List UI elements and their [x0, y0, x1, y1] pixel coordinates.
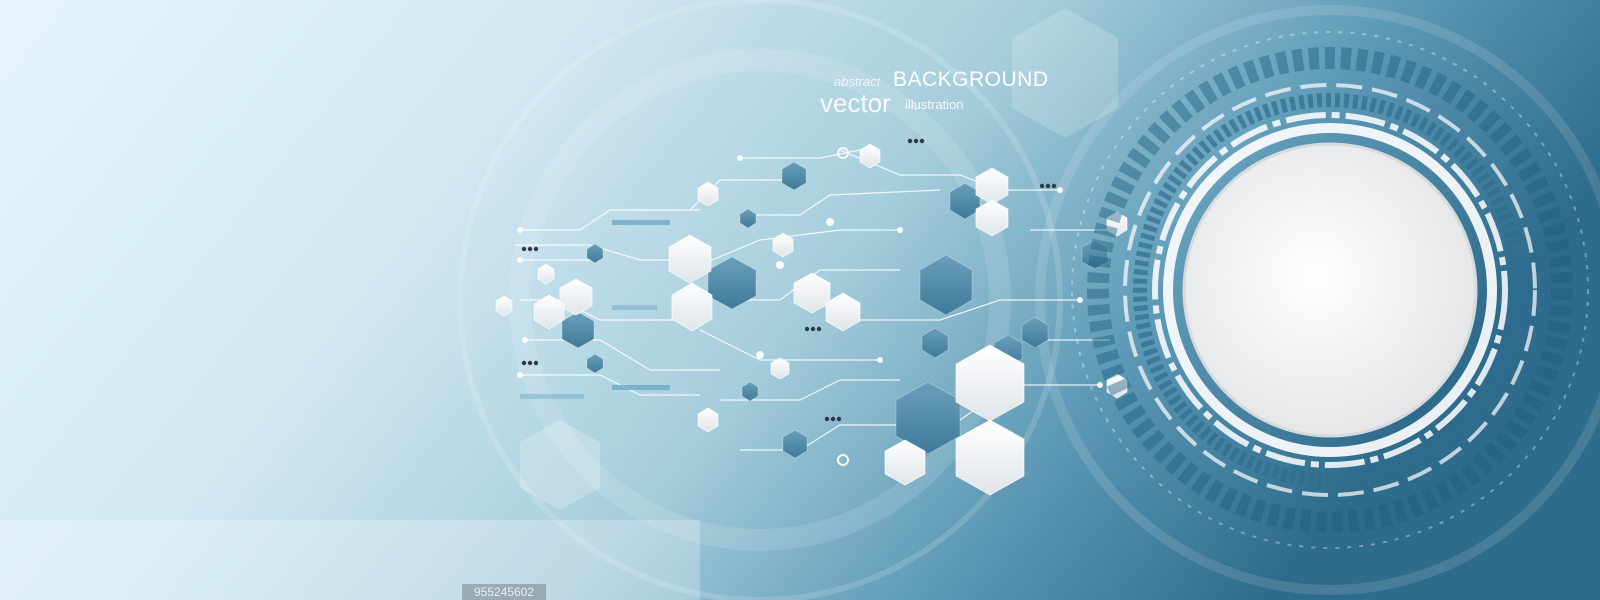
bottom-haze	[0, 520, 700, 600]
faint-hexagon-left	[520, 420, 600, 510]
stock-id-badge: 955245602	[462, 584, 546, 600]
heading-sub-text: illustration	[905, 97, 964, 112]
dashed-bars	[520, 220, 670, 399]
tech-ring	[1071, 31, 1589, 549]
heading-main-text: BACKGROUND	[893, 68, 1049, 91]
hexagons-dark	[561, 161, 1109, 459]
faint-hexagon-large	[1012, 8, 1118, 138]
hexagons-light	[495, 143, 1128, 496]
dot-clusters	[521, 138, 1057, 422]
center-circle	[1182, 142, 1478, 438]
heading-small-text: abstract	[834, 74, 881, 89]
heading-vector-text: vector	[820, 88, 891, 118]
